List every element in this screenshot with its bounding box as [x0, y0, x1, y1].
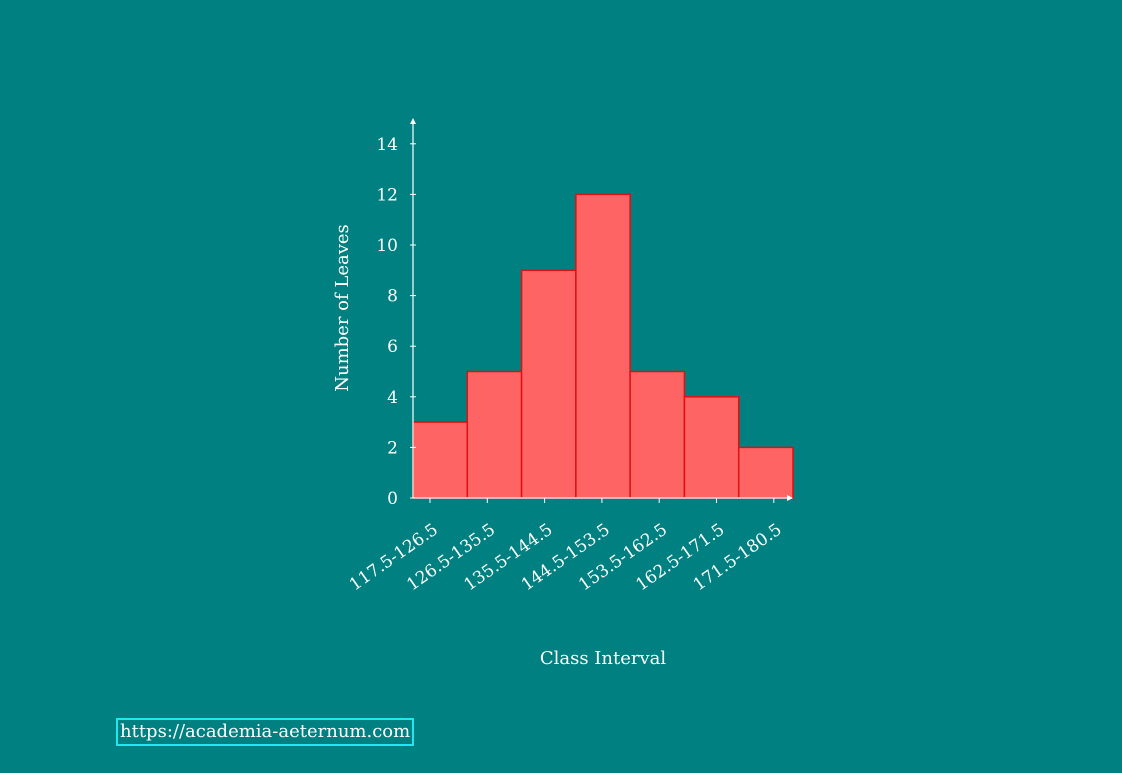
y-tick-label: 4	[387, 388, 398, 408]
y-ticks-group: 0 2 4 6 8 10 12 14	[376, 135, 416, 509]
y-tick-label: 0	[387, 489, 398, 509]
x-axis-arrow	[787, 495, 793, 501]
bar-162.5-171.5	[683, 396, 740, 499]
bar-144.5-153.5	[575, 193, 631, 499]
y-tick-label: 8	[387, 287, 398, 307]
bar-171.5-180.5	[737, 446, 794, 499]
y-tick-label: 2	[387, 438, 398, 458]
x-ticks-group: 117.5-126.5126.5-135.5135.5-144.5144.5-1…	[346, 498, 786, 595]
bars-group	[412, 193, 794, 499]
y-tick-label: 14	[376, 135, 398, 155]
y-axis-title: Number of Leaves	[332, 224, 353, 392]
bar-126.5-135.5	[466, 370, 523, 499]
source-link[interactable]: https://academia-aeternum.com	[116, 718, 415, 746]
bar-117.5-126.5	[412, 421, 469, 499]
bar-153.5-162.5	[629, 370, 686, 499]
y-axis-arrow	[410, 118, 416, 124]
x-axis-title: Class Interval	[540, 648, 667, 669]
bar-135.5-144.5	[520, 269, 577, 499]
y-tick-label: 10	[376, 236, 398, 256]
y-tick-label: 12	[376, 185, 398, 205]
y-tick-label: 6	[387, 337, 398, 357]
